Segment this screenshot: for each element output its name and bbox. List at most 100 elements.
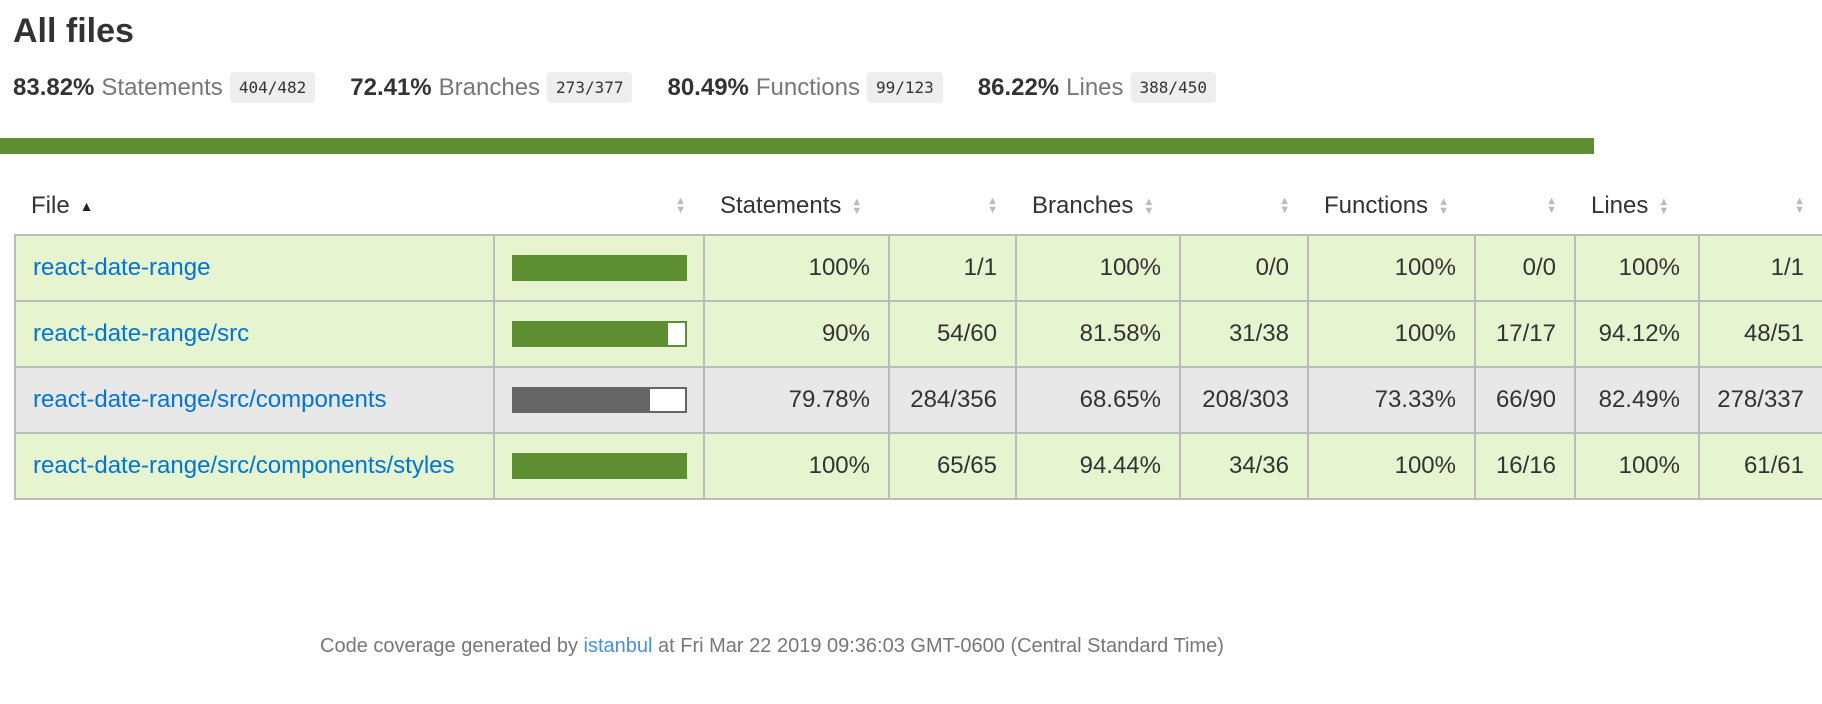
statements-pct: 90% [703,300,890,368]
summary-branches-label: Branches [438,73,541,101]
lines-fraction: 48/51 [1698,300,1822,368]
summary-lines: 86.22% Lines 388/450 [978,72,1216,103]
functions-fraction: 66/90 [1474,366,1576,434]
status-line-bar [0,138,1594,154]
file-cell: react-date-range [14,234,495,302]
statements-pct: 79.78% [703,366,890,434]
sort-icon: ▲ ▼ [1143,195,1155,217]
header-statements-raw[interactable]: ▲ ▼ [889,178,1016,235]
header-functions[interactable]: Functions ▲ ▼ [1308,178,1475,235]
header-branches-raw[interactable]: ▲ ▼ [1180,178,1308,235]
lines-pct: 100% [1574,432,1700,500]
functions-pct: 100% [1307,300,1476,368]
table-row: react-date-range/src/components 79.78% 2… [14,366,1822,434]
sort-icon: ▲ ▼ [851,195,863,217]
summary-statements-label: Statements [101,73,223,101]
branches-pct: 94.44% [1015,432,1181,500]
header-lines-raw[interactable]: ▲ ▼ [1699,178,1822,235]
statements-fraction: 54/60 [888,300,1017,368]
coverage-bar [512,255,687,281]
functions-fraction: 16/16 [1474,432,1576,500]
table-row: react-date-range 100% 1/1 100% 0/0 100% … [14,234,1822,302]
sort-icon: ▲ ▼ [1438,195,1449,217]
header-lines[interactable]: Lines ▲ ▼ [1575,178,1699,235]
functions-pct: 100% [1307,234,1476,302]
file-link[interactable]: react-date-range [33,254,211,281]
branches-pct: 68.65% [1015,366,1181,434]
header-statements[interactable]: Statements ▲ ▼ [704,178,889,235]
header-statements-label: Statements [720,192,842,219]
sort-icon: ▲ ▼ [1794,195,1805,216]
header-functions-label: Functions [1324,192,1429,219]
summary-statements-pct: 83.82% [13,73,95,101]
summary-functions: 80.49% Functions 99/123 [667,72,943,103]
header-lines-label: Lines [1591,192,1649,219]
functions-fraction: 0/0 [1474,234,1576,302]
summary-branches-fraction: 273/377 [547,72,633,103]
statements-fraction: 1/1 [888,234,1017,302]
sort-icon: ▲ ▼ [987,195,998,216]
summary-branches-pct: 72.41% [350,73,432,101]
header-branches[interactable]: Branches ▲ ▼ [1016,178,1180,235]
coverage-bar-fill [514,323,668,345]
branches-fraction: 31/38 [1179,300,1309,368]
coverage-bar-cell [493,432,705,500]
coverage-bar-fill [514,257,685,279]
branches-fraction: 208/303 [1179,366,1309,434]
coverage-summary: 83.82% Statements 404/482 72.41% Branche… [13,72,1251,103]
lines-pct: 100% [1574,234,1700,302]
table-row: react-date-range/src 90% 54/60 81.58% 31… [14,300,1822,368]
sort-icon: ▲ ▼ [1546,195,1557,216]
summary-functions-fraction: 99/123 [866,72,943,103]
istanbul-link[interactable]: istanbul [583,635,653,657]
coverage-bar-cell [493,300,705,368]
file-cell: react-date-range/src/components/styles [14,432,495,500]
lines-fraction: 278/337 [1698,366,1822,434]
header-branches-label: Branches [1032,192,1134,219]
footer: Code coverage generated by istanbul at F… [320,635,1224,658]
summary-lines-pct: 86.22% [977,73,1060,101]
summary-functions-pct: 80.49% [667,73,749,101]
summary-statements-fraction: 404/482 [229,72,316,103]
functions-fraction: 17/17 [1474,300,1576,368]
header-functions-raw[interactable]: ▲ ▼ [1475,178,1575,235]
coverage-table: File ▲ ▲ ▼ Statements ▲ ▼ ▲ ▼ Branches ▲ ▼ ▲ ▼ [14,178,1822,500]
summary-lines-label: Lines [1066,73,1124,101]
functions-pct: 100% [1307,432,1476,500]
header-file-bar[interactable]: ▲ ▼ [494,178,704,235]
header-file-label: File [31,192,70,219]
branches-fraction: 34/36 [1179,432,1309,500]
summary-lines-fraction: 388/450 [1130,72,1216,103]
file-cell: react-date-range/src [14,300,495,368]
coverage-bar-cell [493,234,705,302]
file-link[interactable]: react-date-range/src [33,320,250,347]
coverage-bar [512,387,687,413]
statements-pct: 100% [703,234,890,302]
branches-pct: 100% [1015,234,1181,302]
table-row: react-date-range/src/components/styles 1… [14,432,1822,500]
sort-ascending-icon: ▲ [79,198,94,214]
page-title: All files [13,12,134,50]
table-header-row: File ▲ ▲ ▼ Statements ▲ ▼ ▲ ▼ Branches ▲ ▼ ▲ ▼ [15,178,1822,235]
coverage-bar [512,453,687,479]
sort-icon: ▲ ▼ [675,195,686,216]
lines-pct: 82.49% [1574,366,1700,434]
summary-branches: 72.41% Branches 273/377 [350,72,633,103]
file-link[interactable]: react-date-range/src/components/styles [33,452,455,479]
summary-functions-label: Functions [755,73,860,101]
lines-pct: 94.12% [1574,300,1700,368]
functions-pct: 73.33% [1307,366,1476,434]
sort-icon: ▲ ▼ [1658,195,1670,217]
file-cell: react-date-range/src/components [14,366,495,434]
lines-fraction: 61/61 [1698,432,1822,500]
statements-pct: 100% [703,432,890,500]
branches-pct: 81.58% [1015,300,1181,368]
footer-prefix: Code coverage generated by [320,635,578,657]
header-file[interactable]: File ▲ [15,178,494,235]
coverage-bar [512,321,687,347]
coverage-bar-fill [514,455,685,477]
footer-suffix: at Fri Mar 22 2019 09:36:03 GMT-0600 (Ce… [658,635,1224,657]
coverage-bar-fill [514,389,651,411]
file-link[interactable]: react-date-range/src/components [33,386,387,413]
summary-statements: 83.82% Statements 404/482 [13,72,316,103]
